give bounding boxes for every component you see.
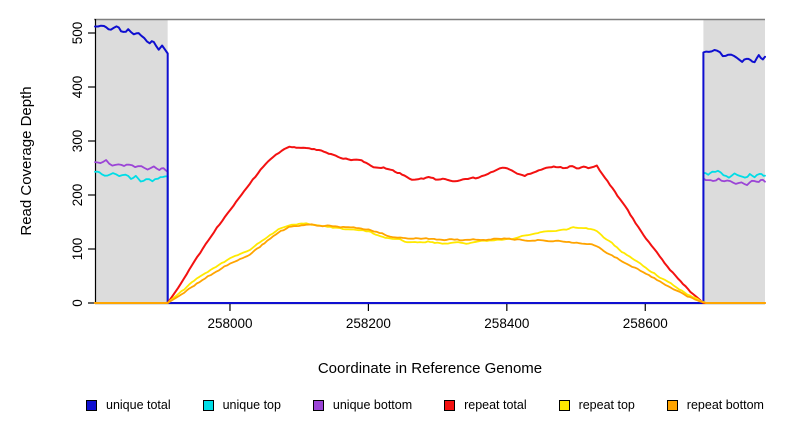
x-axis-title: Coordinate in Reference Genome [317, 360, 543, 377]
legend-swatch-icon [666, 399, 678, 411]
legend-swatch-icon [86, 399, 97, 411]
legend-swatch-icon [202, 399, 214, 411]
series-line-unique-bottom [94, 159, 766, 304]
legend-item: repeat bottom [666, 398, 764, 412]
legend-swatch-icon [312, 399, 324, 411]
shaded-region [703, 19, 765, 304]
x-tick-label: 258000 [207, 316, 252, 331]
y-axis-title: Read Coverage Depth [18, 86, 35, 236]
legend-item: unique bottom [312, 398, 413, 412]
legend-item: repeat top [558, 398, 635, 412]
legend-label: repeat bottom [686, 398, 764, 412]
shaded-region [95, 19, 168, 304]
legend-item: unique top [202, 398, 281, 412]
y-tick-label: 100 [70, 238, 85, 261]
series-line-repeat-bottom [94, 223, 766, 304]
legend-label: unique total [106, 398, 171, 412]
legend-swatch-icon [444, 399, 456, 411]
series-line-repeat-top [94, 222, 766, 304]
y-tick-label: 300 [70, 130, 85, 153]
legend: unique total unique top unique bottom repea… [86, 398, 764, 412]
legend-item: unique total [86, 398, 171, 412]
y-tick-label: 200 [70, 184, 85, 207]
series-line-unique-total [94, 24, 766, 304]
y-tick-label: 400 [70, 76, 85, 99]
y-tick-label: 500 [70, 22, 85, 45]
x-tick-label: 258600 [623, 316, 668, 331]
series-line-repeat-total [94, 145, 766, 304]
x-tick-label: 258200 [346, 316, 391, 331]
x-tick-label: 258400 [484, 316, 529, 331]
legend-item: repeat total [444, 398, 527, 412]
legend-label: unique top [222, 398, 281, 412]
legend-swatch-icon [558, 399, 570, 411]
legend-label: repeat total [464, 398, 527, 412]
legend-label: unique bottom [332, 398, 413, 412]
series-line-unique-top [94, 169, 766, 304]
legend-label: repeat top [578, 398, 635, 412]
y-tick-label: 0 [70, 299, 85, 307]
